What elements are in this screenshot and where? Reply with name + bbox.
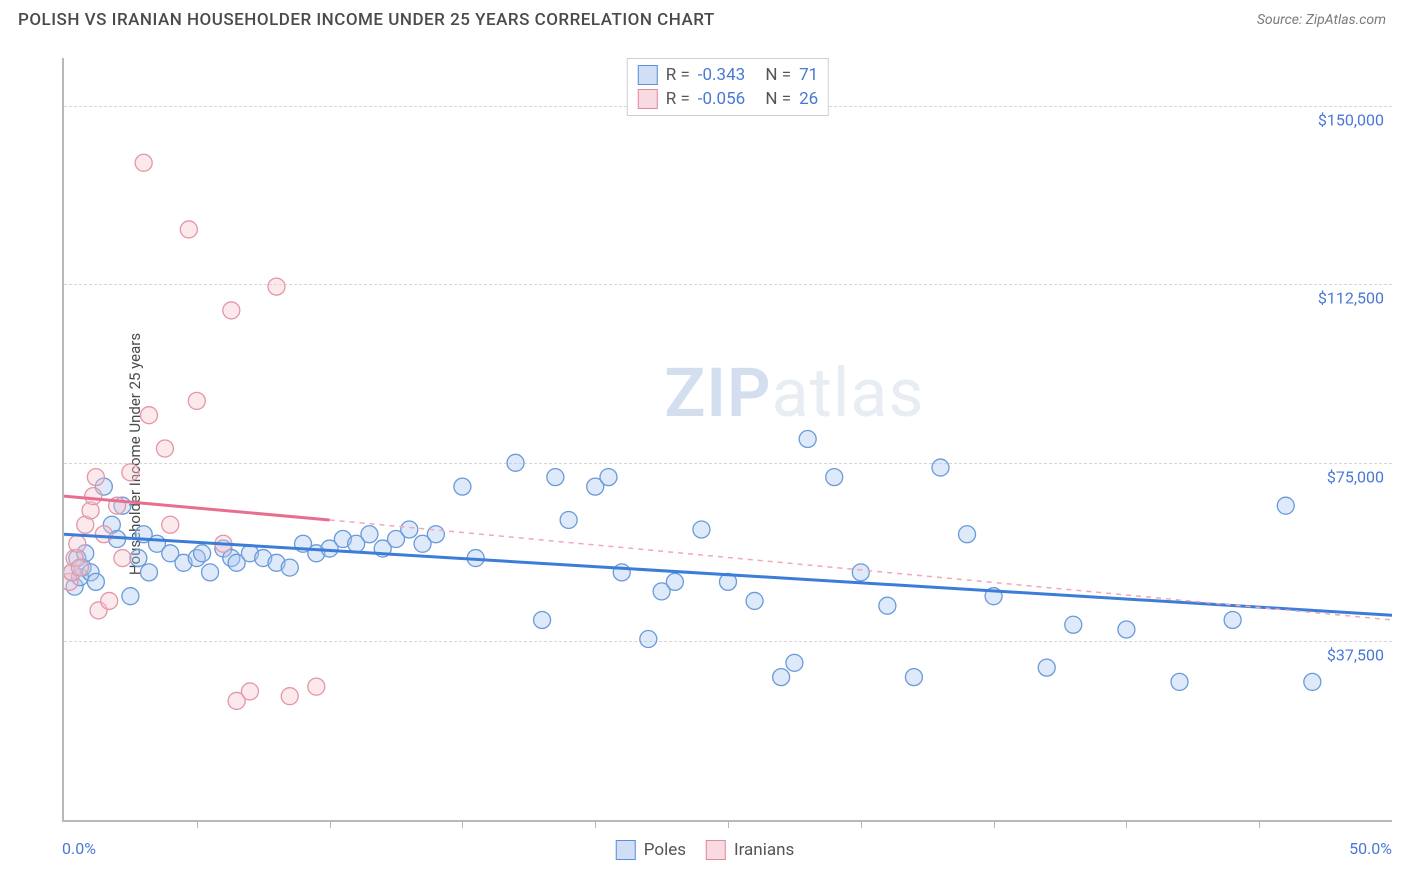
data-point (188, 392, 205, 409)
x-tick (1259, 820, 1260, 828)
data-point (1224, 611, 1241, 628)
data-point (241, 683, 258, 700)
correlation-legend: R = -0.343 N = 71 R = -0.056 N = 26 (627, 58, 829, 116)
data-point (180, 221, 197, 238)
data-point (693, 521, 710, 538)
data-point (666, 573, 683, 590)
data-point (746, 592, 763, 609)
x-tick (595, 820, 596, 828)
data-point (85, 488, 102, 505)
data-point (959, 526, 976, 543)
data-point (223, 302, 240, 319)
data-point (114, 550, 131, 567)
data-point (1304, 673, 1321, 690)
data-point (786, 654, 803, 671)
chart-header: POLISH VS IRANIAN HOUSEHOLDER INCOME UND… (0, 0, 1406, 36)
data-point (140, 407, 157, 424)
r-label: R = (666, 89, 690, 109)
n-label: N = (765, 65, 791, 85)
data-point (268, 278, 285, 295)
data-point (932, 459, 949, 476)
swatch-pink (638, 89, 658, 109)
plot-area: R = -0.343 N = 71 R = -0.056 N = 26 ZIPa… (62, 58, 1392, 822)
legend-row-iranians: R = -0.056 N = 26 (638, 87, 818, 111)
data-point (194, 545, 211, 562)
n-label: N = (765, 89, 791, 109)
legend-item-poles: Poles (616, 840, 686, 860)
x-axis-max: 50.0% (1349, 839, 1392, 858)
data-point (202, 564, 219, 581)
data-point (87, 573, 104, 590)
chart-title: POLISH VS IRANIAN HOUSEHOLDER INCOME UND… (18, 10, 715, 30)
data-point (71, 559, 88, 576)
data-point (826, 469, 843, 486)
r-value: -0.056 (698, 89, 745, 109)
x-tick (462, 820, 463, 828)
x-axis-min: 0.0% (62, 839, 96, 858)
legend-label: Poles (644, 840, 686, 860)
trend-line (64, 496, 330, 520)
data-point (122, 464, 139, 481)
data-point (140, 564, 157, 581)
data-point (281, 559, 298, 576)
data-point (905, 669, 922, 686)
data-point (507, 454, 524, 471)
swatch-pink (706, 840, 726, 860)
data-point (69, 535, 86, 552)
x-tick (197, 820, 198, 828)
x-tick (1126, 820, 1127, 828)
data-point (1118, 621, 1135, 638)
swatch-blue (616, 840, 636, 860)
data-point (454, 478, 471, 495)
data-point (560, 511, 577, 528)
source-attribution: Source: ZipAtlas.com (1257, 12, 1386, 28)
series-legend: Poles Iranians (616, 840, 794, 860)
data-point (799, 431, 816, 448)
r-label: R = (666, 65, 690, 85)
legend-label: Iranians (734, 840, 794, 860)
data-point (308, 678, 325, 695)
trend-line (64, 534, 1392, 615)
x-tick (994, 820, 995, 828)
scatter-svg (64, 58, 1392, 820)
swatch-blue (638, 65, 658, 85)
data-point (427, 526, 444, 543)
n-value: 26 (799, 89, 818, 109)
chart-container: Householder Income Under 25 years R = -0… (18, 46, 1392, 862)
data-point (600, 469, 617, 486)
x-tick (861, 820, 862, 828)
data-point (1065, 616, 1082, 633)
x-tick (330, 820, 331, 828)
data-point (547, 469, 564, 486)
r-value: -0.343 (698, 65, 745, 85)
legend-item-iranians: Iranians (706, 840, 794, 860)
data-point (773, 669, 790, 686)
data-point (95, 526, 112, 543)
data-point (87, 469, 104, 486)
data-point (156, 440, 173, 457)
data-point (101, 592, 118, 609)
data-point (534, 611, 551, 628)
n-value: 71 (799, 65, 818, 85)
data-point (130, 550, 147, 567)
data-point (162, 516, 179, 533)
data-point (1038, 659, 1055, 676)
data-point (852, 564, 869, 581)
data-point (361, 526, 378, 543)
data-point (401, 521, 418, 538)
data-point (640, 631, 657, 648)
data-point (879, 597, 896, 614)
data-point (135, 154, 152, 171)
data-point (281, 688, 298, 705)
legend-row-poles: R = -0.343 N = 71 (638, 63, 818, 87)
data-point (1171, 673, 1188, 690)
x-tick (728, 820, 729, 828)
data-point (1277, 497, 1294, 514)
data-point (122, 588, 139, 605)
